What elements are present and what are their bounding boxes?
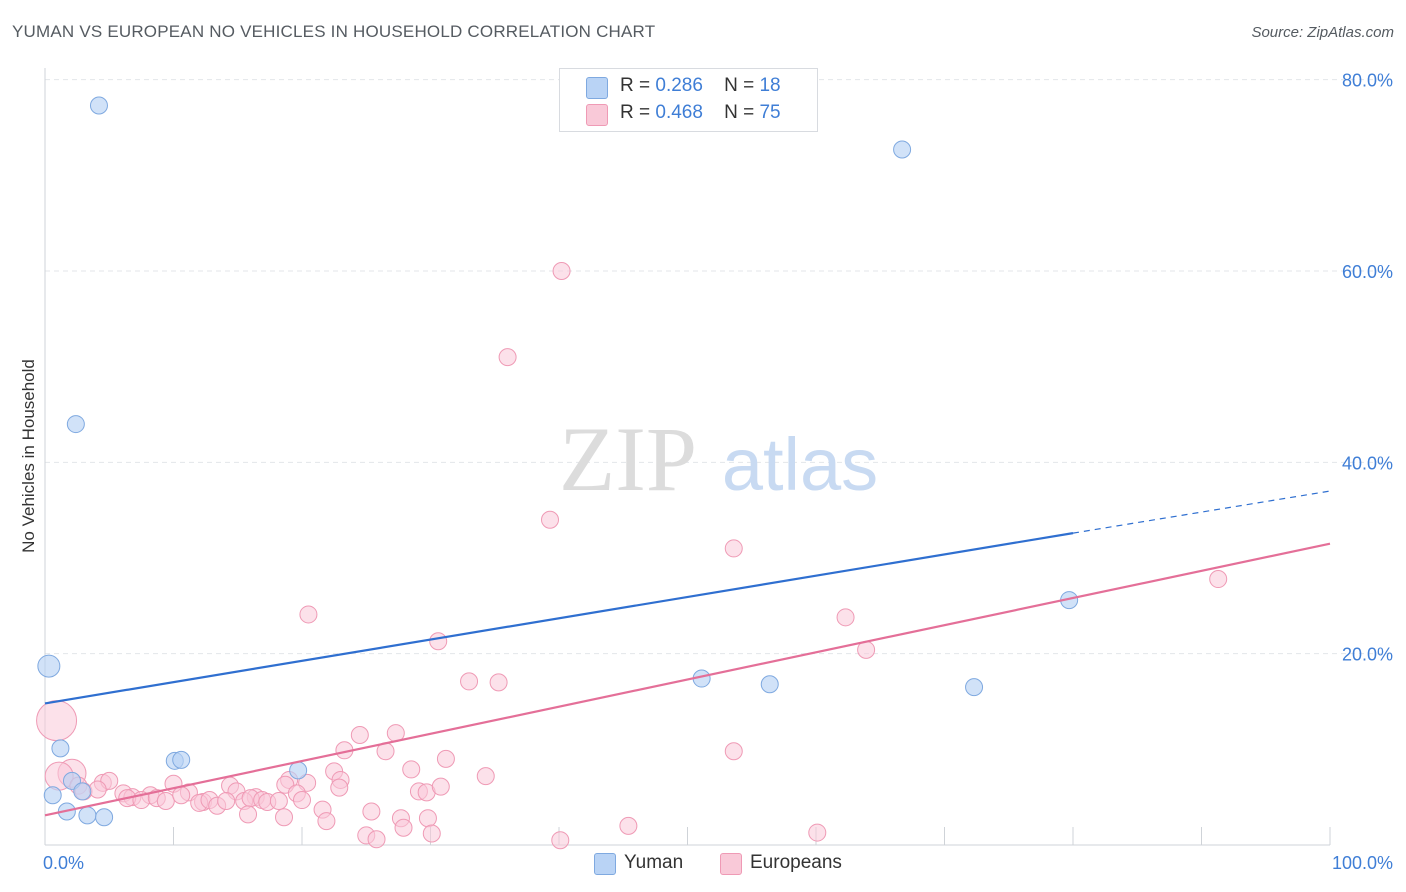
r-label: R = (620, 102, 651, 123)
europeans-point (36, 700, 78, 742)
yuman-point (893, 140, 912, 159)
yuman-point (289, 761, 308, 780)
europeans-point (724, 742, 743, 761)
yuman-legend-swatch (594, 853, 616, 875)
europeans-points (36, 262, 1228, 850)
europeans-point (551, 831, 570, 850)
europeans-point (541, 510, 560, 529)
yuman-point (66, 415, 85, 434)
europeans-point (275, 808, 294, 827)
europeans-point (239, 805, 258, 824)
yuman-point (43, 786, 62, 805)
yuman-point (89, 96, 108, 115)
n-value-europeans: 75 (759, 102, 781, 123)
europeans-point (330, 778, 349, 797)
yuman-point (95, 808, 114, 827)
legend-label-yuman: Yuman (624, 852, 684, 873)
europeans-point (299, 605, 318, 624)
chart-title: YUMAN VS EUROPEAN NO VEHICLES IN HOUSEHO… (12, 22, 656, 41)
y-tick-label: 60.0% (1342, 262, 1393, 282)
r-value-europeans: 0.468 (655, 102, 703, 123)
tick-labels: 20.0% 40.0% 60.0% 80.0% 0.0% 100.0% (43, 71, 1393, 873)
y-tick-label: 40.0% (1342, 453, 1393, 473)
x-tick-label: 0.0% (43, 853, 84, 873)
yuman-swatch (586, 77, 608, 99)
europeans-point (217, 791, 236, 810)
europeans-point (436, 749, 455, 768)
europeans-point (402, 760, 421, 779)
watermark-zip: ZIP (559, 408, 697, 510)
y-axis-label: No Vehicles in Household (19, 359, 38, 553)
correlation-legend: R = 0.286 N = 18 R = 0.468 N = 75 (559, 68, 818, 132)
source-label: Source: ZipAtlas.com (1251, 24, 1394, 41)
europeans-point (317, 812, 336, 831)
europeans-point (88, 780, 107, 799)
r-value-yuman: 0.286 (655, 75, 703, 96)
europeans-point (422, 824, 441, 843)
europeans-point (431, 777, 450, 796)
europeans-point (293, 791, 311, 810)
gridlines (45, 79, 1392, 655)
europeans-point (172, 786, 191, 805)
europeans-point (362, 802, 381, 821)
n-label: N = (724, 102, 755, 123)
europeans-point (350, 725, 369, 744)
europeans-point (808, 823, 827, 842)
europeans-legend-swatch (720, 853, 742, 875)
yuman-points (37, 96, 1079, 827)
n-value-yuman: 18 (759, 75, 781, 96)
europeans-point (552, 262, 571, 280)
europeans-point (367, 830, 386, 849)
europeans-point (418, 809, 437, 828)
watermark-atlas: atlas (722, 423, 878, 506)
europeans-point (460, 672, 479, 691)
series-legend: Yuman Europeans (0, 850, 1406, 880)
yuman-point (37, 654, 61, 678)
europeans-point (1209, 570, 1228, 589)
y-tick-label: 80.0% (1342, 71, 1393, 91)
r-label: R = (620, 75, 651, 96)
europeans-point (489, 673, 508, 692)
yuman-trend-line (44, 532, 1074, 705)
x-tick-label: 100.0% (1332, 853, 1393, 873)
europeans-swatch (586, 104, 608, 126)
europeans-point (269, 791, 288, 810)
yuman-point (78, 806, 97, 825)
yuman-point (965, 678, 984, 697)
y-tick-label: 20.0% (1342, 645, 1393, 665)
europeans-point (156, 791, 175, 810)
europeans-trend-line (44, 542, 1331, 817)
europeans-point (836, 608, 855, 627)
europeans-point (619, 816, 638, 835)
yuman-point (73, 782, 92, 801)
yuman-point (51, 739, 70, 758)
europeans-point (394, 818, 413, 837)
yuman-point (760, 675, 779, 694)
legend-label-europeans: Europeans (750, 852, 842, 873)
europeans-point (724, 539, 743, 558)
yuman-point (172, 750, 191, 769)
trend-lines (44, 490, 1331, 817)
yuman-trend-extension (1072, 490, 1331, 534)
europeans-point (429, 632, 448, 651)
europeans-point (476, 767, 495, 786)
n-label: N = (724, 75, 755, 96)
europeans-point (498, 348, 517, 367)
